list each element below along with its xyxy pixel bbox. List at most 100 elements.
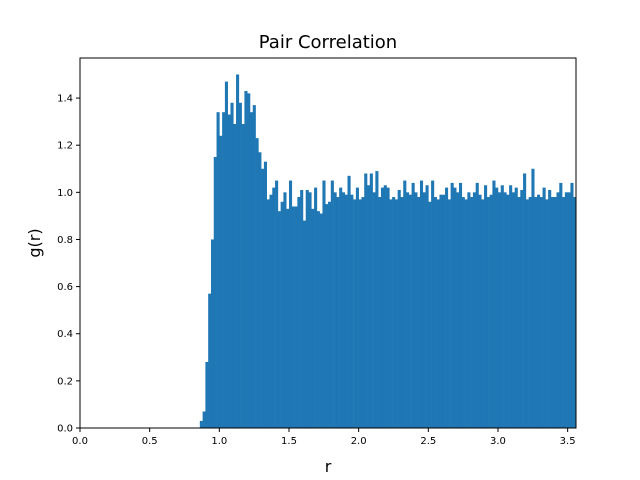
histogram-bar bbox=[258, 152, 262, 428]
histogram-bar bbox=[545, 199, 549, 428]
histogram-bar bbox=[330, 180, 334, 428]
x-tick-label: 2.0 bbox=[351, 436, 367, 447]
histogram-bar bbox=[417, 197, 421, 428]
histogram-bar bbox=[411, 182, 415, 428]
histogram-bar bbox=[394, 199, 398, 428]
histogram-bar bbox=[439, 194, 443, 428]
histogram-bar bbox=[461, 197, 465, 428]
histogram-bar bbox=[425, 185, 429, 428]
histogram-bar bbox=[205, 362, 209, 428]
histogram-bar bbox=[548, 189, 552, 428]
histogram-bar bbox=[297, 197, 301, 428]
histogram-bar bbox=[419, 180, 424, 428]
histogram-bar bbox=[567, 192, 571, 428]
histogram-bar bbox=[261, 168, 265, 428]
histogram-bar bbox=[353, 199, 357, 428]
histogram-bar bbox=[288, 180, 293, 428]
histogram-bar bbox=[375, 171, 379, 428]
histogram-bar bbox=[339, 187, 343, 428]
histogram-bar bbox=[302, 220, 307, 428]
histogram-bar bbox=[511, 192, 515, 428]
histogram-bar bbox=[553, 197, 557, 428]
histogram-bar bbox=[224, 81, 228, 428]
y-tick-label: 0.4 bbox=[57, 329, 73, 340]
histogram-bar bbox=[247, 93, 251, 428]
x-tick-label: 1.5 bbox=[281, 436, 297, 447]
histogram-bar bbox=[433, 197, 437, 428]
histogram-bar bbox=[556, 192, 560, 428]
histogram-bar bbox=[241, 123, 245, 429]
histogram-bar bbox=[481, 199, 485, 428]
histogram-bar bbox=[336, 197, 340, 428]
histogram-bar bbox=[489, 194, 493, 428]
histogram-bar bbox=[528, 197, 532, 428]
histogram-bar bbox=[314, 187, 318, 428]
histogram-bar bbox=[341, 192, 346, 428]
histogram-bar bbox=[308, 192, 312, 428]
y-tick-label: 0.2 bbox=[57, 376, 73, 387]
histogram-bar bbox=[442, 194, 446, 428]
histogram-bar bbox=[486, 197, 490, 428]
histogram-bar bbox=[244, 90, 248, 429]
y-tick-label: 0.8 bbox=[57, 235, 73, 246]
histogram-bar bbox=[378, 197, 382, 428]
histogram-bar bbox=[506, 194, 510, 428]
histogram-bar bbox=[350, 194, 354, 428]
histogram-bar bbox=[500, 185, 504, 428]
histogram-bar bbox=[431, 180, 435, 428]
histogram-bar bbox=[436, 199, 440, 428]
histogram-bar bbox=[450, 182, 454, 428]
histogram-bar bbox=[389, 199, 393, 428]
histogram-bar bbox=[277, 211, 281, 428]
histogram-bar bbox=[252, 105, 256, 428]
histogram-bar bbox=[305, 189, 309, 428]
histogram-bar bbox=[219, 135, 223, 428]
histogram-bar bbox=[210, 239, 215, 428]
histogram-bar bbox=[475, 182, 479, 428]
histogram-bar bbox=[458, 182, 463, 428]
y-axis: 0.0 0.2 0.4 0.6 0.8 1.0 1.2 1.4 bbox=[57, 94, 80, 435]
histogram-bar bbox=[478, 194, 482, 428]
histogram-bar bbox=[369, 173, 373, 428]
histogram-bar bbox=[509, 185, 513, 428]
histogram-bar bbox=[222, 112, 226, 428]
histogram-bar bbox=[492, 180, 496, 428]
histogram-bar bbox=[238, 102, 242, 428]
chart-title: Pair Correlation bbox=[259, 32, 397, 53]
histogram-bar bbox=[300, 189, 304, 428]
histogram-bar bbox=[344, 194, 348, 428]
histogram-bar bbox=[484, 185, 488, 428]
histogram-bar bbox=[216, 112, 220, 428]
histogram-bar bbox=[520, 189, 524, 428]
histogram-bar bbox=[355, 187, 359, 428]
histogram-bar bbox=[283, 192, 287, 428]
histogram-bar bbox=[534, 197, 538, 428]
histogram-bar bbox=[573, 197, 577, 428]
histogram-bar bbox=[445, 187, 449, 428]
histogram-bar bbox=[559, 182, 563, 428]
histogram-bar bbox=[517, 197, 521, 428]
histogram-bar bbox=[199, 420, 203, 428]
histogram-bar bbox=[202, 411, 206, 428]
x-tick-label: 2.5 bbox=[420, 436, 436, 447]
histogram-bar bbox=[495, 187, 499, 428]
histogram-bar bbox=[319, 213, 323, 428]
histogram-bar bbox=[456, 192, 460, 428]
histogram-bar bbox=[358, 199, 362, 428]
histogram-bar bbox=[406, 192, 410, 428]
y-tick-label: 0.0 bbox=[57, 424, 73, 435]
x-tick-label: 1.0 bbox=[211, 436, 227, 447]
histogram-bar bbox=[536, 194, 541, 428]
histogram-bar bbox=[249, 112, 254, 428]
histogram-bar bbox=[233, 123, 237, 429]
y-tick-label: 0.6 bbox=[57, 282, 73, 293]
x-tick-label: 3.0 bbox=[490, 436, 506, 447]
histogram-bar bbox=[269, 194, 273, 428]
y-tick-label: 1.4 bbox=[57, 94, 73, 105]
plot-frame bbox=[79, 57, 577, 429]
histogram-bar bbox=[564, 192, 568, 428]
histogram-bar bbox=[361, 197, 365, 428]
histogram-bar bbox=[422, 192, 426, 428]
histogram-bar bbox=[322, 180, 326, 428]
